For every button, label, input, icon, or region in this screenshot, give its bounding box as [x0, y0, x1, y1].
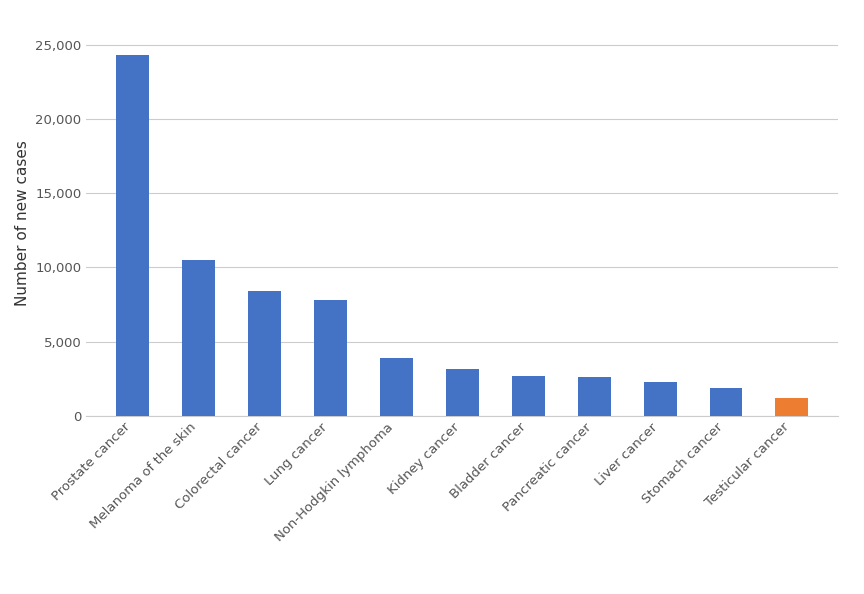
Bar [578, 377, 611, 416]
Bar [644, 381, 677, 416]
Bar [776, 398, 809, 416]
Bar [446, 369, 479, 416]
Bar [709, 387, 742, 416]
Bar [116, 55, 149, 416]
Bar [182, 260, 215, 416]
Y-axis label: Number of new cases: Number of new cases [15, 140, 29, 306]
Bar [511, 376, 544, 416]
Bar [380, 358, 413, 416]
Bar [248, 291, 281, 416]
Bar [314, 300, 346, 416]
